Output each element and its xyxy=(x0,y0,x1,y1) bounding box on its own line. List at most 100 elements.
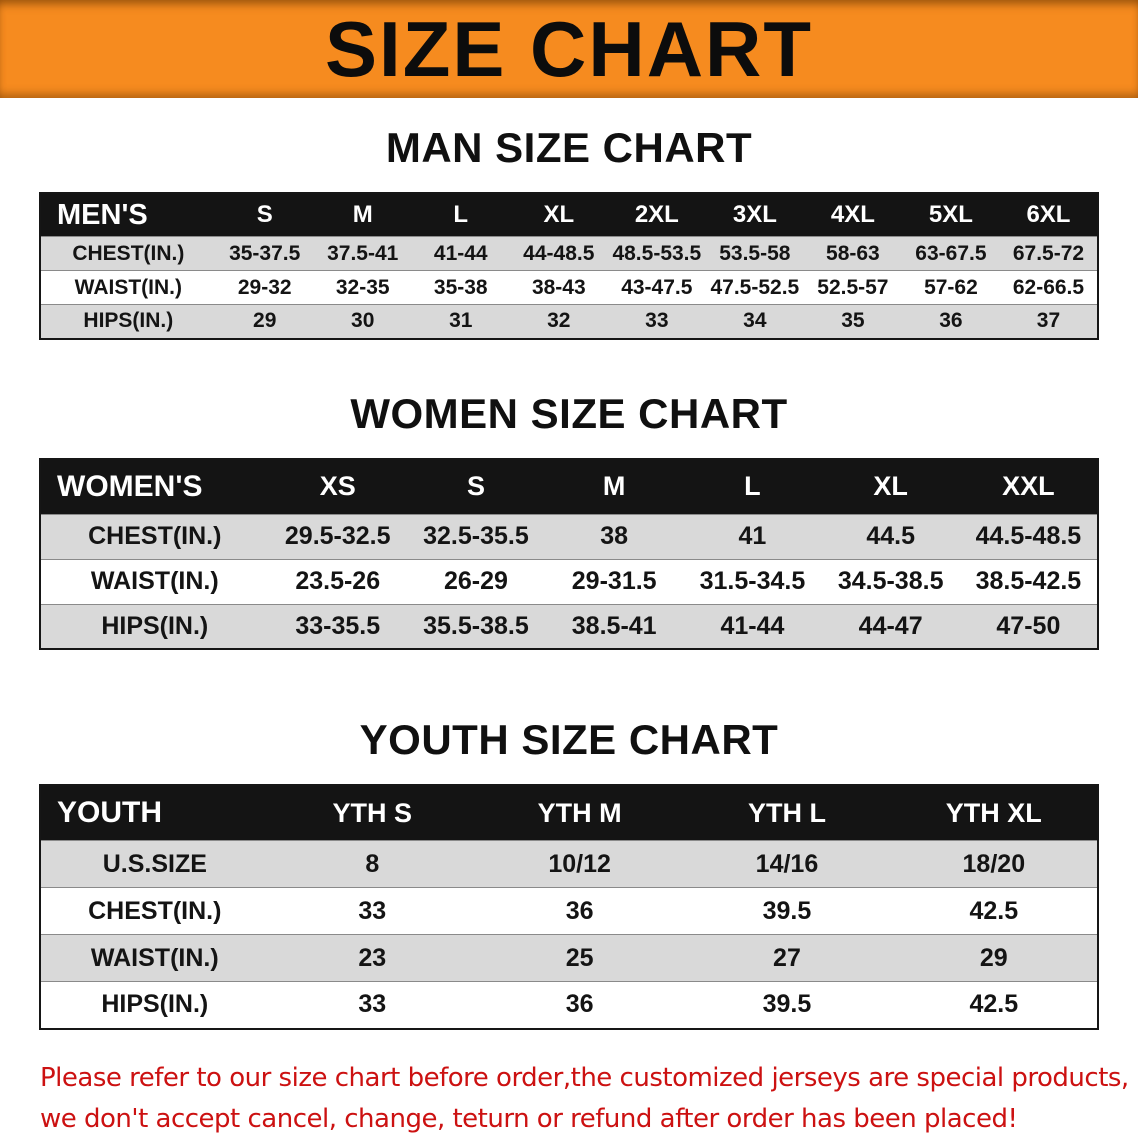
row-label: WAIST(IN.) xyxy=(90,567,219,595)
size-value: 62-66.5 xyxy=(1012,275,1085,299)
size-column-header: 2XL xyxy=(607,193,706,237)
size-value: 38 xyxy=(600,522,629,550)
size-column-header: XS xyxy=(268,458,407,514)
size-value: 44-48.5 xyxy=(523,241,595,265)
row-label: WAIST(IN.) xyxy=(74,275,182,299)
row-label: CHEST(IN.) xyxy=(88,896,222,925)
table-corner-label: WOMEN'S xyxy=(40,458,269,514)
row-label: CHEST(IN.) xyxy=(72,241,185,265)
size-value: 38.5-42.5 xyxy=(975,567,1082,595)
table-row: CHEST(IN.) 35-37.5 37.5-41 41-44 44-48.5 48.5… xyxy=(40,236,1098,271)
table-corner-label: YOUTH xyxy=(40,785,269,841)
table-row: WAIST(IN.) 23.5-26 26-29 29-31.5 31.5-34.5 34… xyxy=(40,559,1098,604)
size-value: 48.5-53.5 xyxy=(612,241,702,265)
size-value: 32-35 xyxy=(335,275,390,299)
size-value: 33 xyxy=(645,309,669,333)
size-column-header: 4XL xyxy=(803,193,902,237)
size-value: 29.5-32.5 xyxy=(284,522,391,550)
section-title: MAN SIZE CHART xyxy=(385,124,753,171)
size-value: 35.5-38.5 xyxy=(423,611,529,640)
size-value: 63-67.5 xyxy=(915,241,987,265)
size-column-header: 6XL xyxy=(999,193,1098,237)
size-value: 23.5-26 xyxy=(295,567,381,595)
size-value: 41-44 xyxy=(433,241,488,265)
size-column-header: YTH M xyxy=(475,785,684,841)
size-value: 47-50 xyxy=(996,611,1061,640)
table-header-row: WOMEN'S XS S M L XL XXL xyxy=(40,458,1098,514)
table-row: CHEST(IN.) 33 36 39.5 42.5 xyxy=(40,887,1098,935)
disclaimer-note: Please refer to our size chart before or… xyxy=(40,1058,1138,1140)
size-column-header: XXL xyxy=(959,458,1098,514)
youth-size-chart-section: YOUTH SIZE CHART YOUTH YTH S YTH M YTH L YTH … xyxy=(0,650,1138,1030)
men-size-chart-section: MAN SIZE CHART MEN'S S M L XL 2XL 3XL 4XL 5XL 6XL C… xyxy=(0,98,1138,340)
size-column-header: 5XL xyxy=(901,193,1000,237)
size-column-header: YTH S xyxy=(268,785,476,841)
size-value: 25 xyxy=(565,943,594,972)
table-header-row: YOUTH YTH S YTH M YTH L YTH XL xyxy=(40,785,1098,841)
women-size-chart-section: WOMEN SIZE CHART WOMEN'S XS S M L XL XXL CHEST(I… xyxy=(0,340,1138,650)
row-label: HIPS(IN.) xyxy=(101,611,209,640)
size-column-header: 3XL xyxy=(705,193,804,237)
size-column-header: XL xyxy=(509,193,608,237)
size-value: 36 xyxy=(565,990,594,1019)
size-value: 32 xyxy=(547,309,571,333)
size-column-header: YTH XL xyxy=(890,785,1098,841)
size-value: 41-44 xyxy=(720,611,785,640)
size-column-header: M xyxy=(545,458,684,514)
size-value: 10/12 xyxy=(548,849,611,878)
size-value: 58-63 xyxy=(826,241,880,265)
size-value: 34 xyxy=(743,309,767,333)
size-value: 29-31.5 xyxy=(571,567,657,595)
banner: SIZE CHART xyxy=(0,0,1138,98)
size-value: 42.5 xyxy=(969,896,1019,925)
men-size-table: MEN'S S M L XL 2XL 3XL 4XL 5XL 6XL CHEST(IN.) 35-37… xyxy=(39,192,1099,340)
size-column-header: YTH L xyxy=(683,785,891,841)
size-value: 44-47 xyxy=(858,611,923,640)
table-header-row: MEN'S S M L XL 2XL 3XL 4XL 5XL 6XL xyxy=(40,193,1098,237)
size-value: 23 xyxy=(358,943,387,972)
size-value: 8 xyxy=(365,849,380,878)
section-title: YOUTH SIZE CHART xyxy=(359,716,779,763)
size-column-header: L xyxy=(411,193,510,237)
size-value: 37 xyxy=(1036,309,1061,333)
disclaimer-line-2: we don't accept cancel, change, teturn o… xyxy=(40,1103,1018,1134)
section-title: WOMEN SIZE CHART xyxy=(350,389,788,437)
size-value: 38-43 xyxy=(531,275,586,299)
size-value: 33-35.5 xyxy=(295,611,381,640)
size-column-header: M xyxy=(313,193,412,237)
size-value: 35-37.5 xyxy=(229,241,301,265)
size-chart-sections: MAN SIZE CHART MEN'S S M L XL 2XL 3XL 4XL 5XL 6XL C… xyxy=(0,98,1138,1030)
size-value: 36 xyxy=(565,896,594,925)
size-value: 39.5 xyxy=(762,896,812,925)
women-size-table: WOMEN'S XS S M L XL XXL CHEST(IN.) 29.5-32.5 32.5… xyxy=(39,457,1099,650)
size-value: 14/16 xyxy=(755,849,819,878)
size-value: 67.5-72 xyxy=(1012,241,1085,265)
size-value: 32.5-35.5 xyxy=(423,522,529,550)
size-column-header: S xyxy=(215,193,314,237)
size-value: 33 xyxy=(358,896,387,925)
table-row: HIPS(IN.) 33-35.5 35.5-38.5 38.5-41 41-44 44-… xyxy=(40,604,1098,649)
size-value: 57-62 xyxy=(924,275,978,299)
table-row: WAIST(IN.) 29-32 32-35 35-38 38-43 43-47.5 47.… xyxy=(40,270,1098,305)
size-value: 42.5 xyxy=(969,990,1019,1019)
table-row: HIPS(IN.) 29 30 31 32 33 34 35 36 37 xyxy=(40,304,1098,339)
size-value: 36 xyxy=(939,309,963,333)
row-label: HIPS(IN.) xyxy=(101,990,209,1019)
size-value: 30 xyxy=(351,309,375,333)
page-title: SIZE CHART xyxy=(325,4,813,93)
row-label: WAIST(IN.) xyxy=(90,943,219,972)
size-column-header: XL xyxy=(821,458,960,514)
size-value: 44.5-48.5 xyxy=(975,522,1082,550)
size-value: 47.5-52.5 xyxy=(710,275,800,299)
size-value: 18/20 xyxy=(962,849,1026,878)
size-value: 53.5-58 xyxy=(719,241,791,265)
disclaimer-line-1: Please refer to our size chart before or… xyxy=(40,1062,1129,1093)
table-row: CHEST(IN.) 29.5-32.5 32.5-35.5 38 41 44.5 44.5… xyxy=(40,514,1098,559)
size-value: 34.5-38.5 xyxy=(837,567,944,595)
row-label: U.S.SIZE xyxy=(102,849,207,878)
table-row: U.S.SIZE 8 10/12 14/16 18/20 xyxy=(40,840,1098,888)
size-column-header: S xyxy=(406,458,546,514)
size-value: 35 xyxy=(841,309,865,333)
size-value: 31 xyxy=(449,309,473,333)
